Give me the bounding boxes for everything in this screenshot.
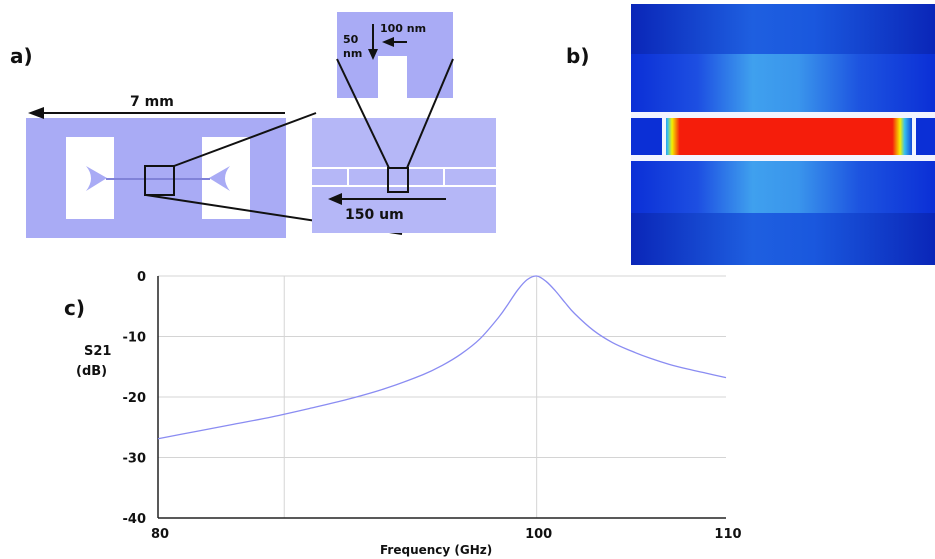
waveguide-zoom-view <box>312 118 496 233</box>
y-tick-label: -30 <box>123 452 147 467</box>
x-axis-label: Frequency (GHz) <box>380 543 492 557</box>
x-tick-label: 100 <box>525 527 552 542</box>
gap-height-label-2: nm <box>343 47 362 60</box>
heatmap-slot-right <box>912 118 916 155</box>
x-tick-label: 80 <box>151 527 169 542</box>
y-tick-label: 0 <box>137 270 146 285</box>
y-axis-label-line1: S21 <box>84 344 111 359</box>
bowtie-antenna-left <box>86 166 107 191</box>
y-tick-label: -10 <box>123 331 147 346</box>
panel-c-label: c) <box>64 296 85 320</box>
bowtie-antenna-right <box>209 166 230 191</box>
nanogap-bridge <box>376 12 409 56</box>
gap-height-label-1: 50 <box>343 33 359 46</box>
heatmap-slot-left <box>662 118 666 155</box>
heatmap-core <box>631 118 935 155</box>
s21-series-line <box>157 275 727 440</box>
panel-b-label: b) <box>566 44 590 68</box>
zoom-box-waveguide <box>387 167 409 193</box>
zoom-length-label: 150 um <box>345 207 404 223</box>
heatmap-band-lower <box>631 161 935 213</box>
s21-chart: 0 -10 -20 -30 -40 80 100 110 S21 (dB) Frequency… <box>76 270 742 557</box>
zoom-line-nano-left <box>336 58 390 169</box>
heatmap-gap-lower <box>631 155 935 161</box>
heatmap-gap-upper <box>631 112 935 118</box>
field-heatmap <box>631 4 935 265</box>
chart-series <box>157 275 727 440</box>
zoom-line-upper <box>173 112 317 167</box>
x-tick-label: 110 <box>714 527 741 542</box>
gap-height-arrowhead <box>368 49 378 60</box>
chart-axes <box>157 276 726 519</box>
chart-ticks: 0 -10 -20 -30 -40 80 100 110 <box>123 270 742 542</box>
nanogap-electrode-right <box>407 12 453 98</box>
y-tick-label: -20 <box>123 391 147 406</box>
overall-length-label: 7 mm <box>130 94 174 110</box>
overall-length-arrowhead <box>28 107 44 119</box>
y-axis-label-line2: (dB) <box>76 364 107 379</box>
panel-a-label: a) <box>10 44 33 68</box>
device-schematic: 7 mm 150 um 100 nm 50 nm <box>26 12 496 238</box>
chart-grid <box>158 275 726 519</box>
zoom-length-arrowhead <box>328 193 342 205</box>
zoom-line-nano-right <box>406 58 454 169</box>
heatmap-band-upper <box>631 54 935 112</box>
gap-width-arrowhead <box>382 37 394 47</box>
zoom-box-chip <box>144 165 175 196</box>
gap-width-label: 100 nm <box>380 22 426 35</box>
heatmap-band-bottom <box>631 213 935 265</box>
y-tick-label: -40 <box>123 512 147 527</box>
heatmap-band-top <box>631 4 935 54</box>
